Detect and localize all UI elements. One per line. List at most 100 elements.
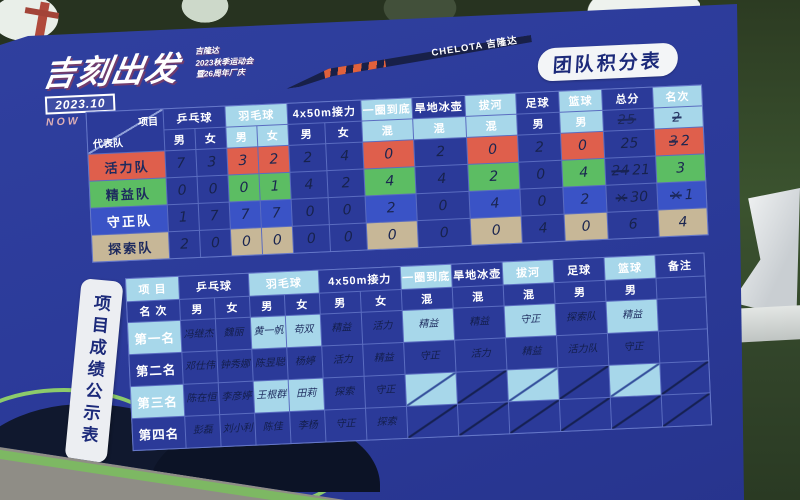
result-cell: 活力 bbox=[322, 344, 364, 378]
result-cell bbox=[657, 297, 707, 331]
column-sub-header: 混 bbox=[503, 283, 555, 306]
column-sub-header: 混 bbox=[401, 287, 453, 310]
results-ribbon-label: 项目成绩公示表 bbox=[77, 293, 111, 449]
rank-label: 第二名 bbox=[129, 352, 183, 387]
score-cell: × 1 bbox=[657, 181, 707, 210]
result-cell: 苟双 bbox=[285, 314, 322, 348]
column-sub-header: 男 bbox=[249, 295, 285, 317]
column-group-header: 4x50m接力 bbox=[318, 267, 401, 293]
results-corner-bottom: 名 次 bbox=[127, 299, 180, 323]
board-title-badge: 团队积分表 bbox=[536, 42, 679, 82]
score-cell: 4 bbox=[290, 171, 328, 199]
results-corner-top: 项 目 bbox=[126, 276, 179, 302]
result-cell: 陈在恒 bbox=[183, 383, 220, 416]
column-group-header: 总分 bbox=[602, 87, 653, 110]
column-sub-header: 混 bbox=[413, 116, 467, 140]
result-cell: 探索 bbox=[366, 406, 408, 440]
corner-bottom-label: 代表队 bbox=[92, 138, 124, 151]
score-cell: 0 bbox=[329, 223, 367, 252]
result-cell: 李杨 bbox=[290, 410, 326, 444]
column-group-header: 旱地冰壶 bbox=[451, 262, 503, 287]
score-cell: 25 bbox=[603, 129, 656, 158]
score-cell: 0 bbox=[197, 175, 229, 203]
result-cell bbox=[456, 370, 508, 404]
score-cell: × 30 bbox=[606, 183, 658, 212]
sponsor-banner: CHELOTA 吉隆达 bbox=[283, 29, 535, 96]
banner-text: CHELOTA 吉隆达 bbox=[430, 35, 519, 59]
crossed-out-value: 3 bbox=[668, 133, 679, 150]
column-group-header: 足球 bbox=[553, 257, 605, 283]
column-sub-header: 男 bbox=[605, 278, 657, 301]
column-group-header: 备注 bbox=[655, 253, 705, 278]
column-sub-header: 男 bbox=[319, 291, 361, 314]
column-sub-header: 2 bbox=[653, 106, 703, 129]
score-cell: 0 bbox=[470, 216, 522, 245]
column-group-header: 一圈到底 bbox=[400, 264, 452, 289]
crossed-out-value: × bbox=[669, 187, 683, 204]
score-cell: 4 bbox=[562, 158, 606, 187]
logo-subtitle: 吉隆达 2023秋季运动会 暨26周年厂庆 bbox=[195, 43, 254, 80]
crossed-out-value: 24 bbox=[611, 162, 630, 180]
column-group-header: 拔河 bbox=[465, 93, 517, 116]
score-cell: 3 bbox=[656, 154, 706, 183]
result-cell: 探索 bbox=[323, 376, 365, 410]
score-cell: 3 bbox=[196, 148, 228, 176]
score-cell: 1 bbox=[259, 172, 291, 201]
score-cell: 2 bbox=[327, 169, 365, 198]
result-cell: 杨婷 bbox=[287, 346, 323, 380]
score-cell: 0 bbox=[199, 229, 232, 257]
result-cell: 彭磊 bbox=[185, 415, 221, 448]
results-ribbon: 项目成绩公示表 bbox=[64, 278, 124, 464]
result-cell: 陈佳 bbox=[255, 412, 291, 445]
team-score-table: 项目 代表队 乒乓球 羽毛球 4x50m接力 一圈到底 旱地冰壶 拔河 足球 篮球 总分 名次男女男女… bbox=[85, 84, 709, 263]
score-cell: 4 bbox=[521, 214, 565, 243]
score-cell: 0 bbox=[366, 221, 418, 250]
result-cell: 陈昱聪 bbox=[252, 348, 288, 381]
score-cell: 0 bbox=[328, 196, 366, 225]
column-sub-header: 混 bbox=[466, 114, 517, 137]
corner-top-label: 项目 bbox=[137, 116, 159, 129]
rank-label: 第四名 bbox=[132, 416, 186, 451]
score-cell: 0 bbox=[564, 212, 608, 241]
score-cell: 2 bbox=[518, 133, 562, 162]
result-cell: 守正 bbox=[325, 408, 367, 442]
result-cell: 活力 bbox=[361, 310, 404, 344]
result-cell bbox=[507, 368, 559, 402]
score-cell: 4 bbox=[415, 164, 469, 194]
column-group-header: 篮球 bbox=[604, 255, 656, 280]
board-title: 团队积分表 bbox=[552, 51, 664, 78]
result-cell bbox=[661, 393, 712, 427]
team-label: 精益队 bbox=[89, 178, 167, 208]
result-cell: 守正 bbox=[364, 374, 406, 408]
column-sub-header: 男 bbox=[517, 112, 560, 135]
team-label: 活力队 bbox=[88, 151, 166, 181]
result-cell: 守正 bbox=[404, 340, 456, 374]
score-cell: 0 bbox=[230, 228, 263, 256]
result-cell bbox=[457, 402, 510, 436]
column-group-header: 拔河 bbox=[502, 260, 554, 285]
result-cell bbox=[406, 404, 459, 438]
team-label: 守正队 bbox=[90, 205, 168, 235]
score-cell: 4 bbox=[658, 208, 708, 237]
crossed-out-value: 25 bbox=[617, 111, 637, 128]
score-cell: 7 bbox=[198, 202, 230, 230]
result-cell bbox=[559, 397, 612, 432]
score-cell: 3 bbox=[227, 147, 259, 175]
score-cell: 6 bbox=[607, 210, 659, 239]
column-sub-header: 女 bbox=[257, 124, 289, 147]
score-cell: 7 bbox=[229, 201, 261, 229]
column-sub-header: 混 bbox=[452, 285, 504, 308]
banner-stripes bbox=[323, 57, 387, 83]
result-cell: 精益 bbox=[320, 312, 363, 346]
column-sub-header: 男 bbox=[179, 298, 215, 320]
column-sub-header: 男 bbox=[554, 280, 606, 304]
result-cell: 李彦婷 bbox=[218, 381, 255, 415]
result-cell: 守正 bbox=[607, 331, 660, 365]
rank-label: 第三名 bbox=[130, 384, 185, 419]
column-sub-header: 25 bbox=[603, 108, 654, 131]
score-cell: 2 bbox=[563, 185, 607, 214]
result-cell bbox=[609, 363, 661, 397]
